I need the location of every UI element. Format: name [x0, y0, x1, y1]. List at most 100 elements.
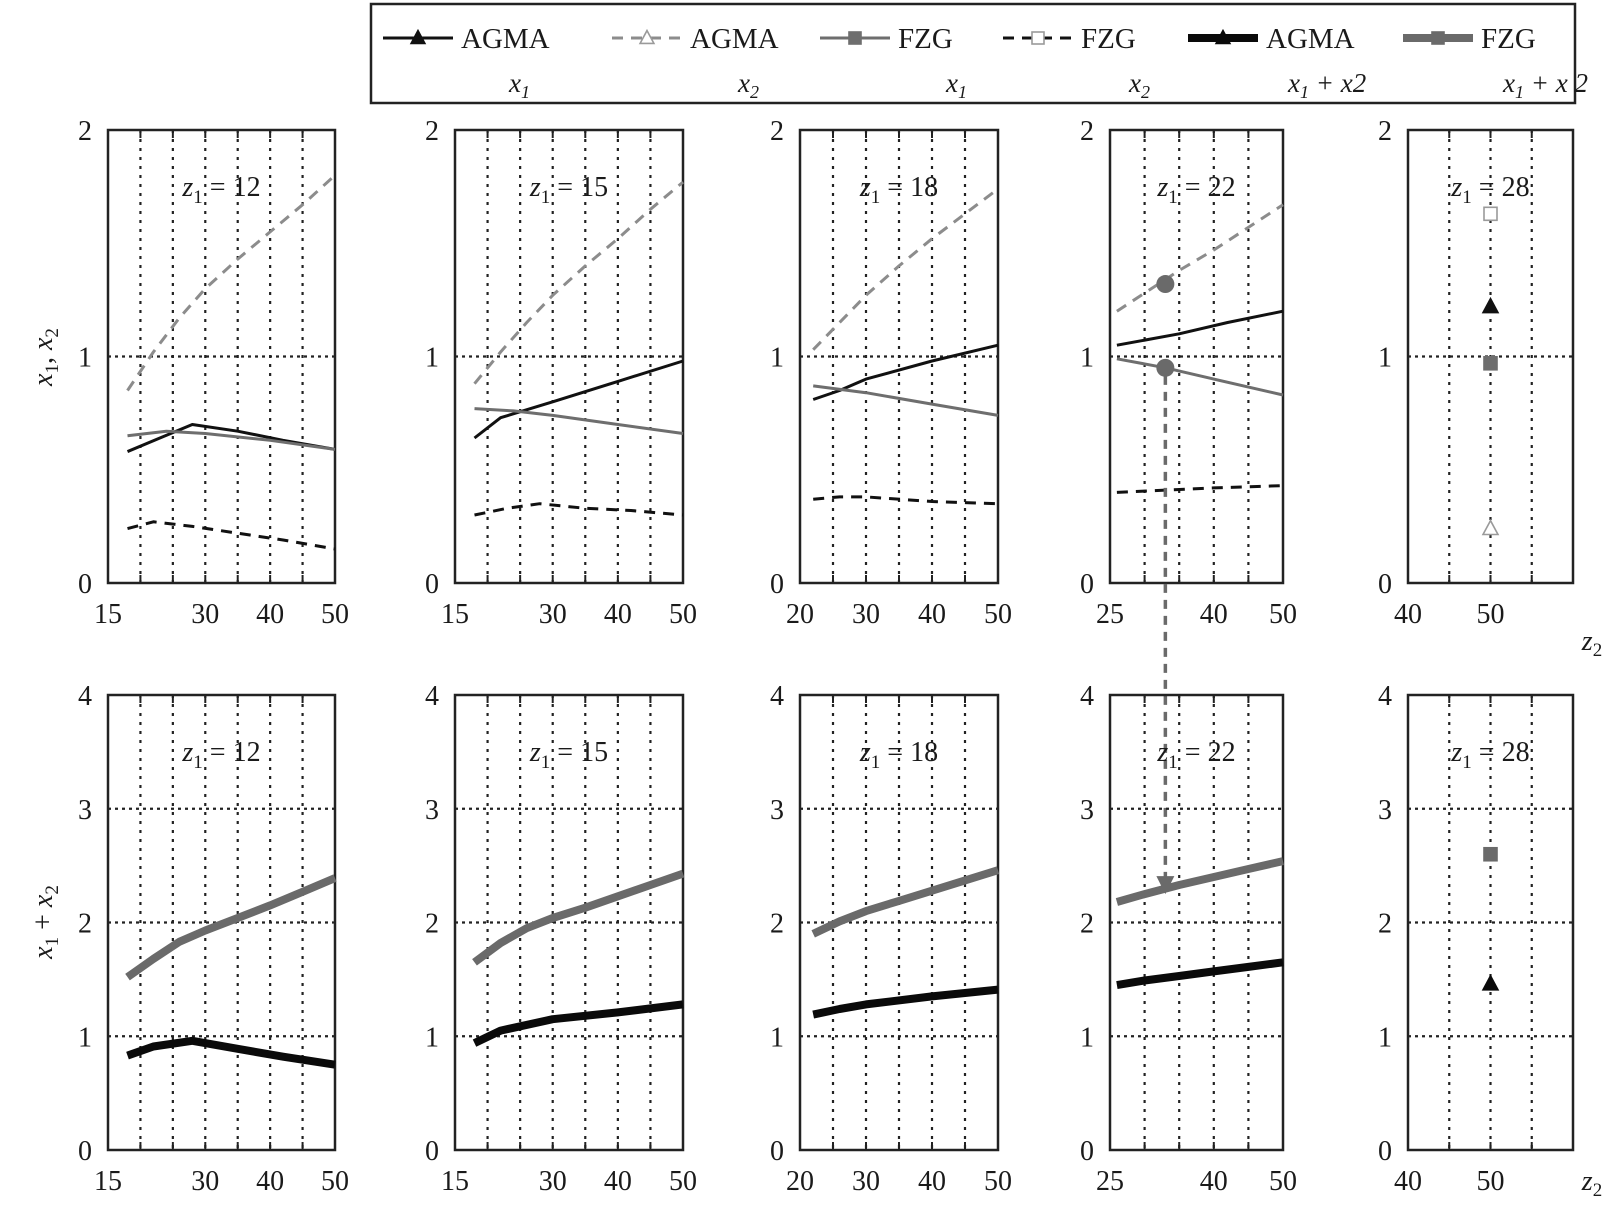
series-line-agma-x1 — [126, 423, 336, 453]
annotation-idx: 1 — [1168, 187, 1178, 208]
annotation-idx: 1 — [871, 187, 881, 208]
x-axis-label-bottom-idx: 2 — [1593, 1180, 1603, 1201]
panel-annotation: z1 = 22 — [1156, 172, 1235, 208]
annotation-var: z — [859, 172, 871, 203]
annotation-var: z — [859, 737, 871, 768]
legend-sub-rest: + x2 — [1309, 68, 1366, 98]
panel-annotation: z1 = 22 — [1156, 737, 1235, 773]
annotation-idx: 1 — [1462, 752, 1472, 773]
panel-frame — [1108, 693, 1285, 1152]
x-tick-label: 50 — [984, 1166, 1012, 1197]
legend-label: FZG — [1081, 23, 1136, 55]
legend-sublabel: x1 — [508, 68, 530, 102]
y-axis-label-top-sep: , — [28, 350, 59, 364]
y-tick-label: 0 — [770, 1136, 784, 1167]
legend-marker — [1214, 28, 1232, 45]
y-tick-label: 1 — [1080, 343, 1094, 374]
y-tick-label: 4 — [1080, 681, 1094, 712]
y-tick-label: 4 — [78, 681, 92, 712]
y-axis-label-bottom-var: x — [28, 894, 59, 908]
series-line-fzg-x2 — [127, 520, 336, 551]
legend-sub-idx: 1 — [1300, 82, 1309, 102]
x-tick-label: 40 — [1394, 599, 1422, 630]
x-tick-label: 40 — [256, 1166, 284, 1197]
series-line-agma-x1 — [473, 359, 684, 440]
legend-sublabel: x1 — [945, 68, 967, 102]
y-axis-label-top: x1, x2 — [28, 328, 63, 387]
legend-sub-base: x — [945, 68, 958, 98]
y-tick-label: 4 — [425, 681, 439, 712]
series-point-fzg-sum — [1483, 846, 1498, 862]
y-tick-label: 1 — [770, 1022, 784, 1053]
y-tick-label: 3 — [425, 795, 439, 826]
x-tick-label: 40 — [604, 599, 632, 630]
panel-annotation: z1 = 28 — [1450, 737, 1529, 773]
legend-sub-base: x — [1287, 68, 1300, 98]
y-tick-label: 0 — [770, 569, 784, 600]
series-line-agma-x2 — [812, 187, 999, 351]
x-tick-label: 30 — [191, 1166, 219, 1197]
y-tick-label: 4 — [770, 681, 784, 712]
highlight-point — [1156, 358, 1175, 377]
annotation-var: z — [181, 737, 193, 768]
panel-frame — [106, 693, 337, 1152]
legend-sub-base: x — [1502, 68, 1515, 98]
x-tick-label: 15 — [441, 1166, 469, 1197]
annotation-idx: 1 — [1168, 752, 1178, 773]
y-tick-label: 1 — [1378, 1022, 1392, 1053]
x-tick-label: 40 — [918, 599, 946, 630]
horizontal-grid — [800, 807, 998, 1038]
panel-frame — [1406, 128, 1575, 585]
annotation-value: = 28 — [1472, 737, 1530, 768]
y-axis-label-bottom-idx: 1 — [42, 937, 63, 947]
panel-annotation: z1 = 15 — [529, 737, 608, 773]
y-tick-label: 2 — [425, 909, 439, 940]
series-line-agma-x1 — [1116, 309, 1284, 347]
x-tick-label: 20 — [786, 1166, 814, 1197]
series-point-agma-x1 — [1481, 296, 1500, 314]
series-line-agma-x1 — [812, 343, 999, 401]
y-tick-label: 0 — [425, 1136, 439, 1167]
y-tick-label: 0 — [78, 569, 92, 600]
y-tick-label: 1 — [1378, 343, 1392, 374]
y-axis-label-top-var: x — [28, 337, 59, 351]
y-axis-label-top-var: x — [28, 373, 59, 387]
series-line-fzg-sum — [811, 866, 1000, 938]
x-tick-label: 50 — [669, 599, 697, 630]
series-line-fzg-x1 — [127, 429, 336, 451]
series-line-fzg-x1 — [813, 384, 999, 417]
annotation-value: = 15 — [550, 737, 608, 768]
y-axis-label-top-idx: 1 — [42, 364, 63, 374]
legend-label: FZG — [1481, 23, 1536, 55]
x-tick-label: 15 — [441, 599, 469, 630]
x-tick-label: 40 — [1200, 1166, 1228, 1197]
y-tick-label: 2 — [1080, 909, 1094, 940]
legend-sublabel: x1 + x2 — [1287, 68, 1366, 102]
annotation-idx: 1 — [1462, 187, 1472, 208]
y-tick-label: 1 — [425, 343, 439, 374]
annotation-var: z — [1156, 737, 1168, 768]
y-tick-label: 1 — [1080, 1022, 1094, 1053]
x-tick-label: 40 — [1394, 1166, 1422, 1197]
vertical-grid — [1448, 695, 1533, 1150]
legend-label: FZG — [898, 23, 953, 55]
x-axis-label-top-idx: 2 — [1593, 640, 1603, 661]
annotation-idx: 1 — [871, 752, 881, 773]
y-axis-label-bottom: x1 + x2 — [28, 885, 63, 960]
annotation-value: = 18 — [880, 737, 938, 768]
y-tick-label: 3 — [770, 795, 784, 826]
y-tick-label: 2 — [1378, 116, 1392, 147]
x-tick-label: 30 — [539, 599, 567, 630]
x-tick-label: 15 — [94, 599, 122, 630]
panel-frame — [106, 128, 337, 585]
panel-annotation: z1 = 28 — [1450, 172, 1529, 208]
series-line-fzg-sum — [472, 869, 685, 966]
legend-box — [369, 2, 1577, 105]
legend-marker — [638, 28, 656, 45]
panel-frame — [453, 128, 685, 585]
